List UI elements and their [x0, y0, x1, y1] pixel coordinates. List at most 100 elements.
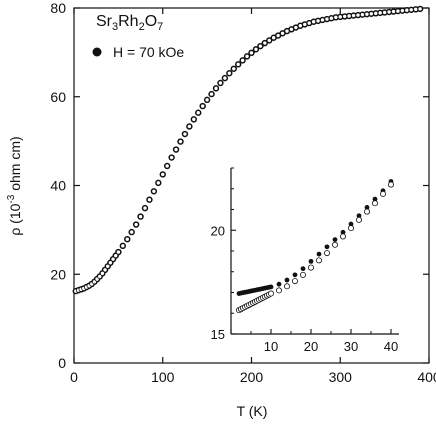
main-point-open: [288, 26, 294, 32]
y-tick-label: 20: [50, 266, 66, 282]
main-point-open: [346, 13, 352, 19]
inset-point-open: [323, 250, 330, 257]
main-point-open: [209, 91, 215, 97]
inset-point-filled: [308, 258, 314, 264]
main-point-open: [253, 46, 259, 52]
inset-point-filled: [268, 284, 274, 290]
main-point-open: [107, 260, 113, 266]
main-point-open: [271, 35, 277, 41]
main-point-open: [115, 249, 121, 255]
main-point-open: [151, 188, 157, 194]
main-point-open: [399, 8, 405, 14]
main-point-open: [297, 23, 303, 29]
main-point-open: [306, 20, 312, 26]
main-point-open: [333, 14, 339, 20]
main-point-open: [324, 16, 330, 22]
main-point-open: [204, 97, 210, 103]
main-point-open: [359, 12, 365, 18]
x-tick-label: 200: [240, 369, 264, 385]
inset-point-open: [299, 271, 306, 278]
inset-point-open: [267, 290, 274, 297]
y-tick-label: 40: [50, 178, 66, 194]
main-point-open: [113, 253, 119, 259]
inset-data-points: [235, 179, 394, 314]
main-point-open: [226, 70, 232, 76]
main-point-open: [191, 116, 197, 122]
main-point-open: [200, 103, 206, 109]
inset-axis-ticks: 10 20 30 40 15 20: [211, 167, 398, 354]
main-data-points: [72, 5, 424, 295]
main-point-open: [102, 267, 108, 273]
main-point-open: [275, 33, 281, 39]
main-point-open: [293, 25, 299, 31]
main-point-open: [284, 28, 290, 34]
main-point-open: [142, 205, 148, 211]
main-point-open: [257, 43, 263, 49]
inset-point-filled: [276, 281, 282, 287]
main-point-open: [404, 7, 410, 13]
inset-point-filled: [356, 213, 362, 219]
main-point-open: [182, 131, 188, 137]
inset-point-open: [371, 200, 378, 207]
main-point-open: [315, 18, 321, 24]
main-point-open: [390, 9, 396, 15]
main-point-open: [328, 15, 334, 21]
main-point-open: [413, 6, 419, 12]
main-point-open: [417, 6, 423, 12]
main-point-open: [355, 12, 361, 18]
main-point-open: [105, 263, 111, 269]
main-point-open: [364, 11, 370, 17]
main-point-open: [382, 9, 388, 15]
inset-point-open: [355, 216, 362, 223]
x-tick-label: 0: [70, 369, 78, 385]
y-tick-label: 60: [50, 89, 66, 105]
legend-marker-filled: [92, 47, 102, 57]
main-point-open: [240, 57, 246, 63]
y-axis-label: ρ (10-3 ohm cm): [6, 136, 23, 235]
inset-chart: 10 20 30 40 15 20: [211, 167, 399, 354]
inset-point-open: [315, 257, 322, 264]
main-point-open: [129, 229, 135, 235]
main-point-open: [319, 17, 325, 23]
main-point-open: [120, 243, 126, 249]
main-point-open: [164, 163, 170, 169]
main-point-open: [213, 85, 219, 91]
main-point-open: [342, 13, 348, 19]
inset-x-tick-label: 10: [264, 339, 278, 354]
main-point-open: [235, 61, 241, 67]
inset-y-tick-label: 20: [211, 223, 225, 238]
legend-label: H = 70 kOe: [113, 44, 184, 60]
inset-x-tick-label: 30: [344, 339, 358, 354]
main-point-open: [302, 21, 308, 27]
inset-point-filled: [348, 221, 354, 227]
main-point-open: [155, 180, 161, 186]
main-point-open: [280, 30, 286, 36]
y-tick-label: 0: [58, 355, 66, 371]
main-point-open: [173, 147, 179, 153]
main-point-open: [311, 19, 317, 25]
main-point-open: [368, 11, 374, 17]
main-point-open: [222, 75, 228, 81]
x-tick-label: 400: [417, 369, 436, 385]
main-point-open: [169, 155, 175, 161]
inset-y-tick-label: 15: [211, 327, 225, 342]
inset-point-open: [331, 241, 338, 248]
main-axis-ticks: 0 100 200 300 400 0 20 40 60 80: [50, 0, 436, 385]
main-point-open: [395, 8, 401, 14]
inset-point-filled: [324, 244, 330, 250]
inset-point-open: [307, 264, 314, 271]
main-point-open: [337, 14, 343, 20]
main-point-open: [186, 123, 192, 129]
main-point-open: [266, 37, 272, 43]
inset-x-tick-label: 20: [304, 339, 318, 354]
inset-point-filled: [372, 196, 378, 202]
inset-point-filled: [340, 229, 346, 235]
inset-point-open: [275, 287, 282, 294]
main-point-open: [138, 214, 144, 220]
chart-title: Sr3Rh2O7: [96, 13, 163, 33]
main-point-open: [146, 197, 152, 203]
inset-point-open: [387, 181, 394, 188]
inset-point-filled: [332, 237, 338, 242]
